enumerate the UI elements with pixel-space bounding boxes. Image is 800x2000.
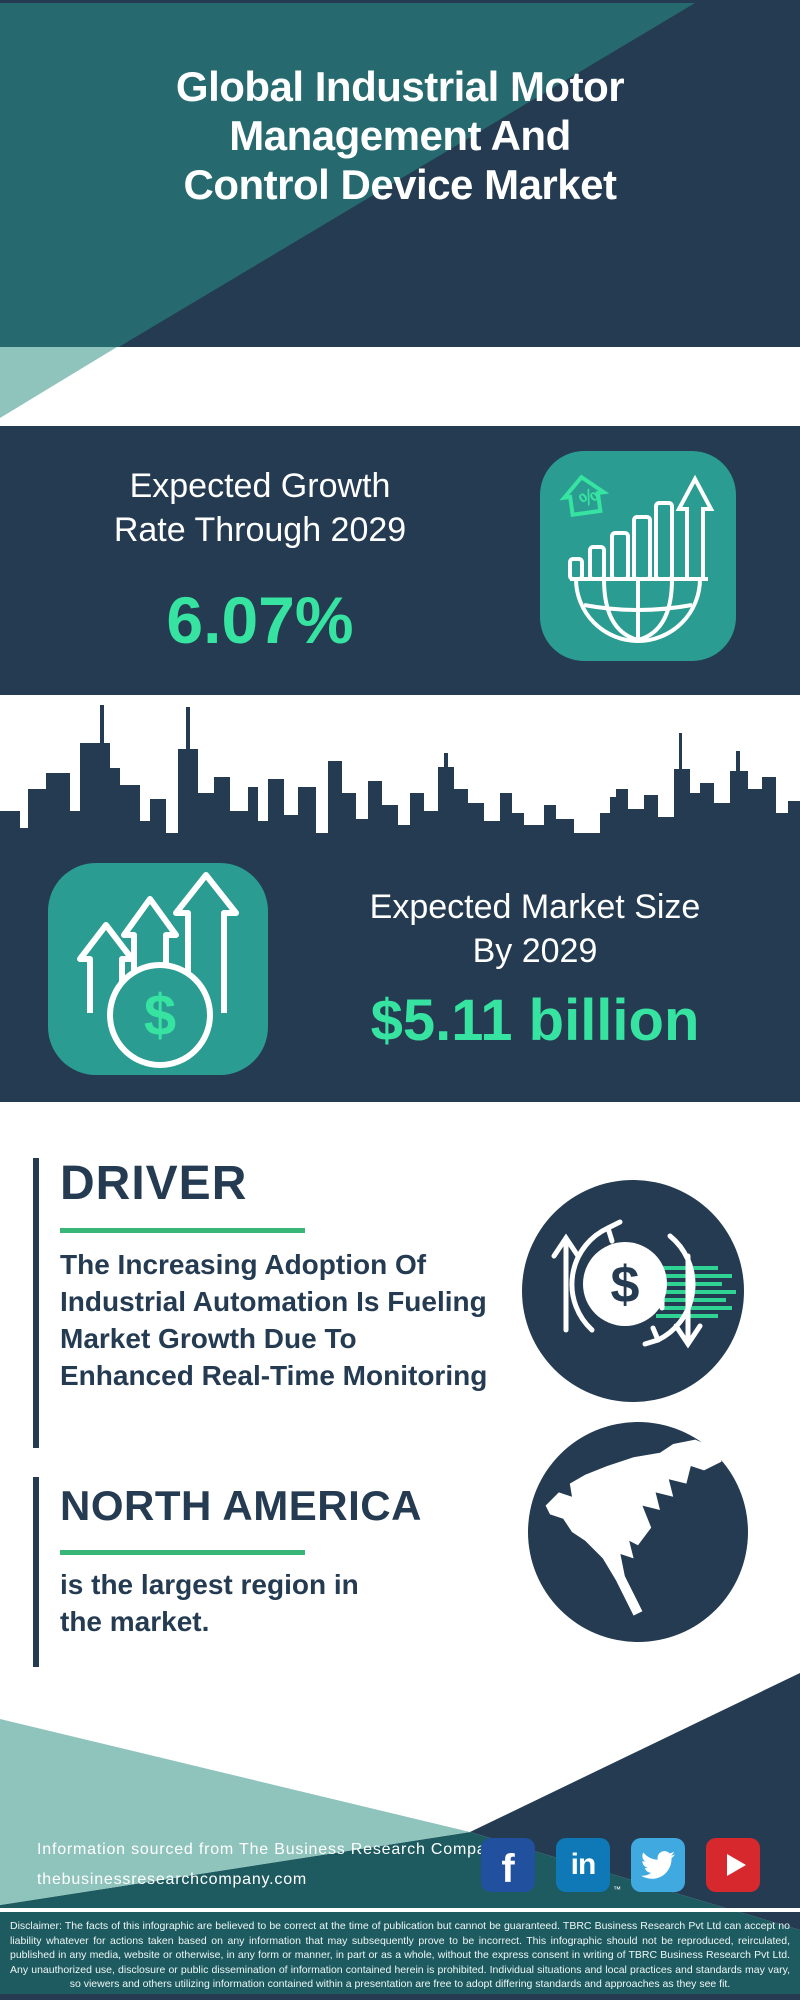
mint-triangle-shape xyxy=(0,347,117,418)
footer: Information sourced from The Business Re… xyxy=(0,1667,800,2000)
growth-heading-line1: Expected Growth xyxy=(129,467,391,505)
youtube-play-icon[interactable] xyxy=(706,1838,760,1892)
north-america-map-icon xyxy=(528,1422,748,1642)
market-size-text: Expected Market Size By 2029 $5.11 billi… xyxy=(300,885,770,1054)
region-underline xyxy=(60,1550,305,1555)
linkedin-glyph: in xyxy=(570,1848,597,1881)
city-skyline-silhouette xyxy=(0,693,800,855)
market-size-section: $ Expected Market Size By 2029 $5.11 bil… xyxy=(0,855,800,1102)
svg-text:$: $ xyxy=(144,983,176,1048)
linkedin-icon[interactable]: in ™ xyxy=(556,1838,621,1894)
disclaimer-text: Disclaimer: The facts of this infographi… xyxy=(10,1920,790,1991)
insights-section: DRIVER The Increasing Adoption Of Indust… xyxy=(0,1102,800,1769)
twitter-bird-icon[interactable] xyxy=(631,1838,685,1892)
market-size-value: $5.11 billion xyxy=(370,988,700,1053)
region-accent-bar xyxy=(33,1477,39,1769)
facebook-icon[interactable]: f xyxy=(481,1838,535,1892)
header-banner: Global Industrial Motor Management And C… xyxy=(0,0,800,347)
growth-rate-text: Expected Growth Rate Through 2029 6.07% xyxy=(40,464,480,658)
region-heading: NORTH AMERICA xyxy=(60,1482,422,1529)
divider-band xyxy=(0,347,800,426)
market-heading-line2: By 2029 xyxy=(472,932,598,970)
bottom-edge-strip xyxy=(0,1994,800,2000)
social-icons: f in ™ xyxy=(481,1838,760,1894)
driver-heading: DRIVER xyxy=(60,1157,248,1210)
facebook-glyph: f xyxy=(501,1846,515,1891)
svg-text:$: $ xyxy=(611,1256,640,1314)
driver-underline xyxy=(60,1228,305,1233)
page-title: Global Industrial Motor Management And C… xyxy=(40,62,760,209)
growth-rate-value: 6.07% xyxy=(166,583,354,657)
title-line-1: Global Industrial Motor xyxy=(175,63,625,110)
rising-arrows-dollar-icon: $ xyxy=(48,863,268,1075)
source-link[interactable]: thebusinessresearchcompany.com xyxy=(37,1871,308,1888)
driver-accent-bar xyxy=(33,1158,39,1448)
growth-rate-section: Expected Growth Rate Through 2029 6.07% xyxy=(0,426,800,695)
title-line-2: Management And xyxy=(229,112,571,159)
market-heading-line1: Expected Market Size xyxy=(369,888,701,926)
title-line-3: Control Device Market xyxy=(183,161,617,208)
source-line-1: Information sourced from The Business Re… xyxy=(37,1841,505,1858)
globe-bar-chart-growth-icon: % xyxy=(540,451,736,661)
growth-heading-line2: Rate Through 2029 xyxy=(113,511,407,549)
footer-separator-line xyxy=(0,1908,800,1912)
driver-text: The Increasing Adoption Of Industrial Au… xyxy=(60,1249,488,1391)
linkedin-trademark: ™ xyxy=(613,1885,621,1894)
source-attribution: Information sourced from The Business Re… xyxy=(37,1835,505,1895)
region-text: is the largest region in the market. xyxy=(60,1569,359,1637)
dollar-exchange-arrows-icon: $ xyxy=(522,1180,744,1402)
